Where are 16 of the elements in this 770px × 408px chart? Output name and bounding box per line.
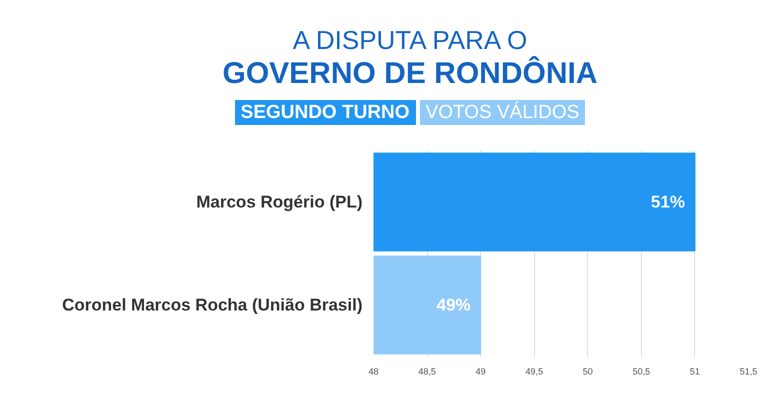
data-label: 51%	[650, 192, 685, 212]
y-tick-label: Marcos Rogério (PL)	[196, 192, 363, 212]
x-tick-label: 51,5	[740, 366, 758, 376]
x-tick-label: 50,5	[632, 366, 650, 376]
x-tick-label: 49,5	[525, 366, 543, 376]
x-tick-label: 51	[690, 366, 700, 376]
x-tick-label: 48,5	[418, 366, 436, 376]
text: SEGUNDO TURNO	[234, 100, 416, 125]
x-tick-label: 49	[476, 366, 486, 376]
text: VOTOS VÁLIDOS	[420, 100, 586, 125]
chart-title: A DISPUTA PARA O	[292, 24, 528, 56]
x-tick-label: 50	[582, 366, 593, 376]
x-tick-label: 48	[368, 366, 379, 376]
chart-subtitle: GOVERNO DE RONDÔNIA	[221, 56, 599, 92]
data-label: 49%	[436, 296, 471, 314]
y-tick-label: Coronel Marcos Rocha (União Brasil)	[62, 296, 362, 314]
